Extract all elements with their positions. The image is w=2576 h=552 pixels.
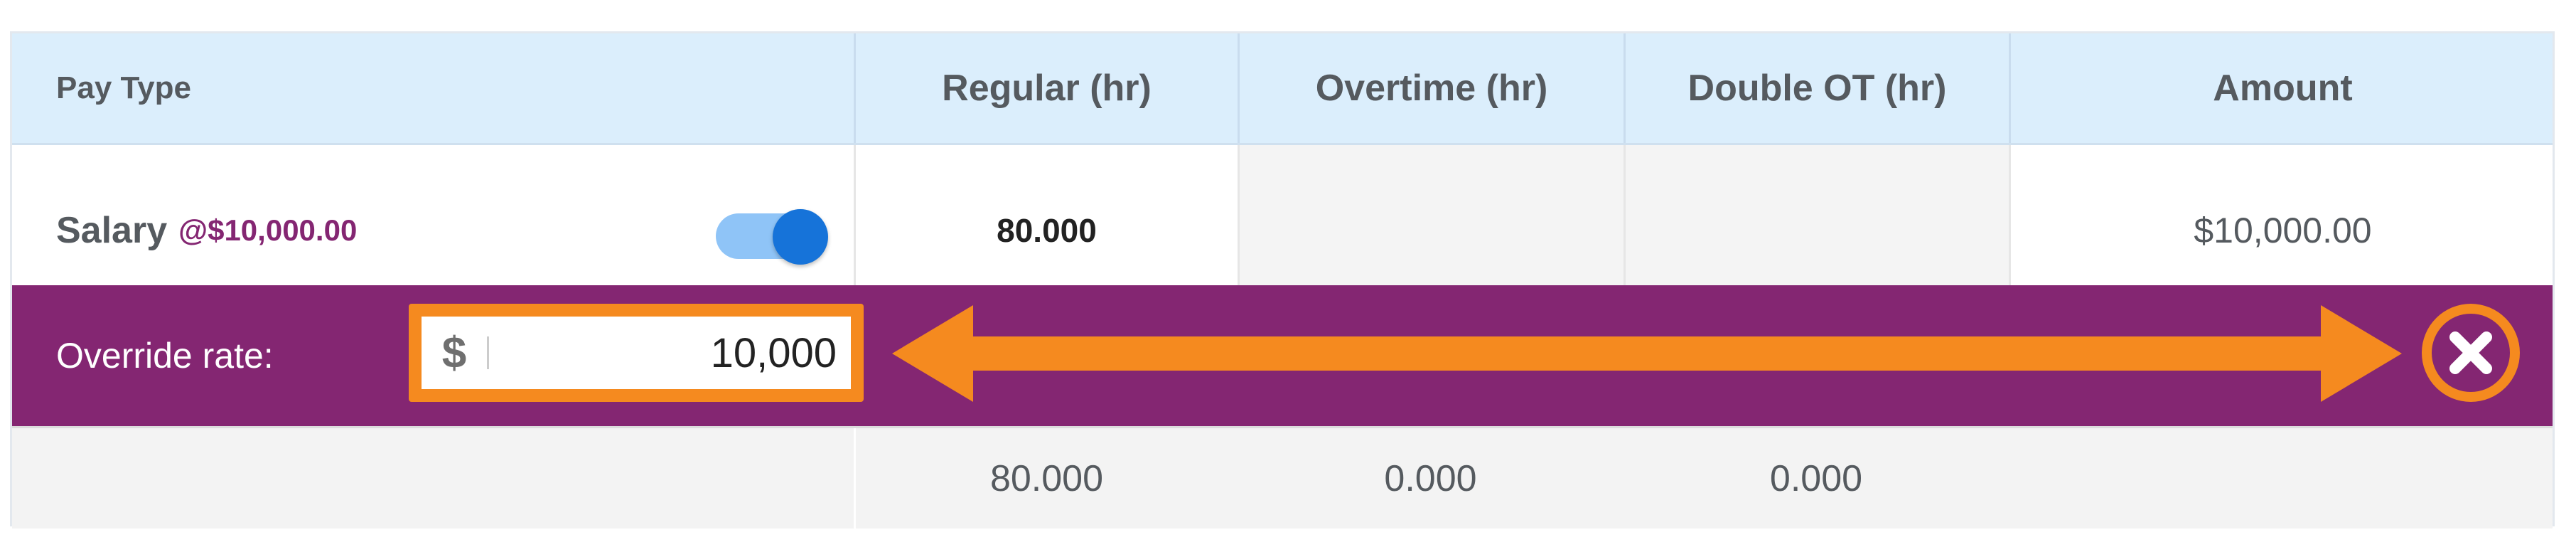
pay-type-label: Salary @$10,000.00 [56, 145, 357, 316]
amount-value: $10,000.00 [2194, 211, 2372, 250]
toggle-knob [773, 209, 828, 265]
total-amount [2009, 428, 2555, 529]
close-override-button[interactable] [2422, 304, 2520, 402]
total-double-ot: 0.000 [1769, 457, 1863, 499]
totals-label-cell [12, 428, 854, 529]
override-rate-label: Override rate: [56, 336, 274, 376]
total-regular: 80.000 [854, 428, 1238, 529]
currency-symbol: $ [441, 328, 467, 378]
col-overtime: Overtime (hr) [1238, 33, 1624, 143]
totals-row: 80.000 0.000 0.000 [12, 426, 2553, 529]
override-toggle[interactable] [716, 209, 828, 265]
pay-type-name: Salary [56, 210, 168, 251]
regular-hours-value: 80.000 [997, 212, 1097, 249]
col-double-ot: Double OT (hr) [1624, 33, 2009, 143]
close-icon [2432, 314, 2510, 392]
col-pay-type: Pay Type [56, 70, 191, 105]
col-amount: Amount [2009, 33, 2555, 143]
input-divider [487, 336, 489, 369]
col-regular: Regular (hr) [854, 33, 1238, 143]
pay-table: Pay Type Regular (hr) Overtime (hr) Doub… [10, 31, 2555, 529]
double-arrow-icon [892, 305, 2402, 402]
table-header: Pay Type Regular (hr) Overtime (hr) Doub… [12, 33, 2553, 145]
total-overtime: 0.000 [1384, 457, 1477, 499]
override-rate-bar: Override rate: $ 10,000 [12, 285, 2553, 426]
amount-cell: $10,000.00 [2009, 145, 2555, 316]
regular-cell[interactable]: 80.000 [854, 145, 1238, 316]
pay-rate-label: @$10,000.00 [178, 213, 358, 247]
override-rate-value: 10,000 [710, 329, 837, 376]
rate-input-highlight: $ 10,000 [409, 304, 864, 402]
override-rate-input[interactable]: $ 10,000 [422, 317, 851, 389]
